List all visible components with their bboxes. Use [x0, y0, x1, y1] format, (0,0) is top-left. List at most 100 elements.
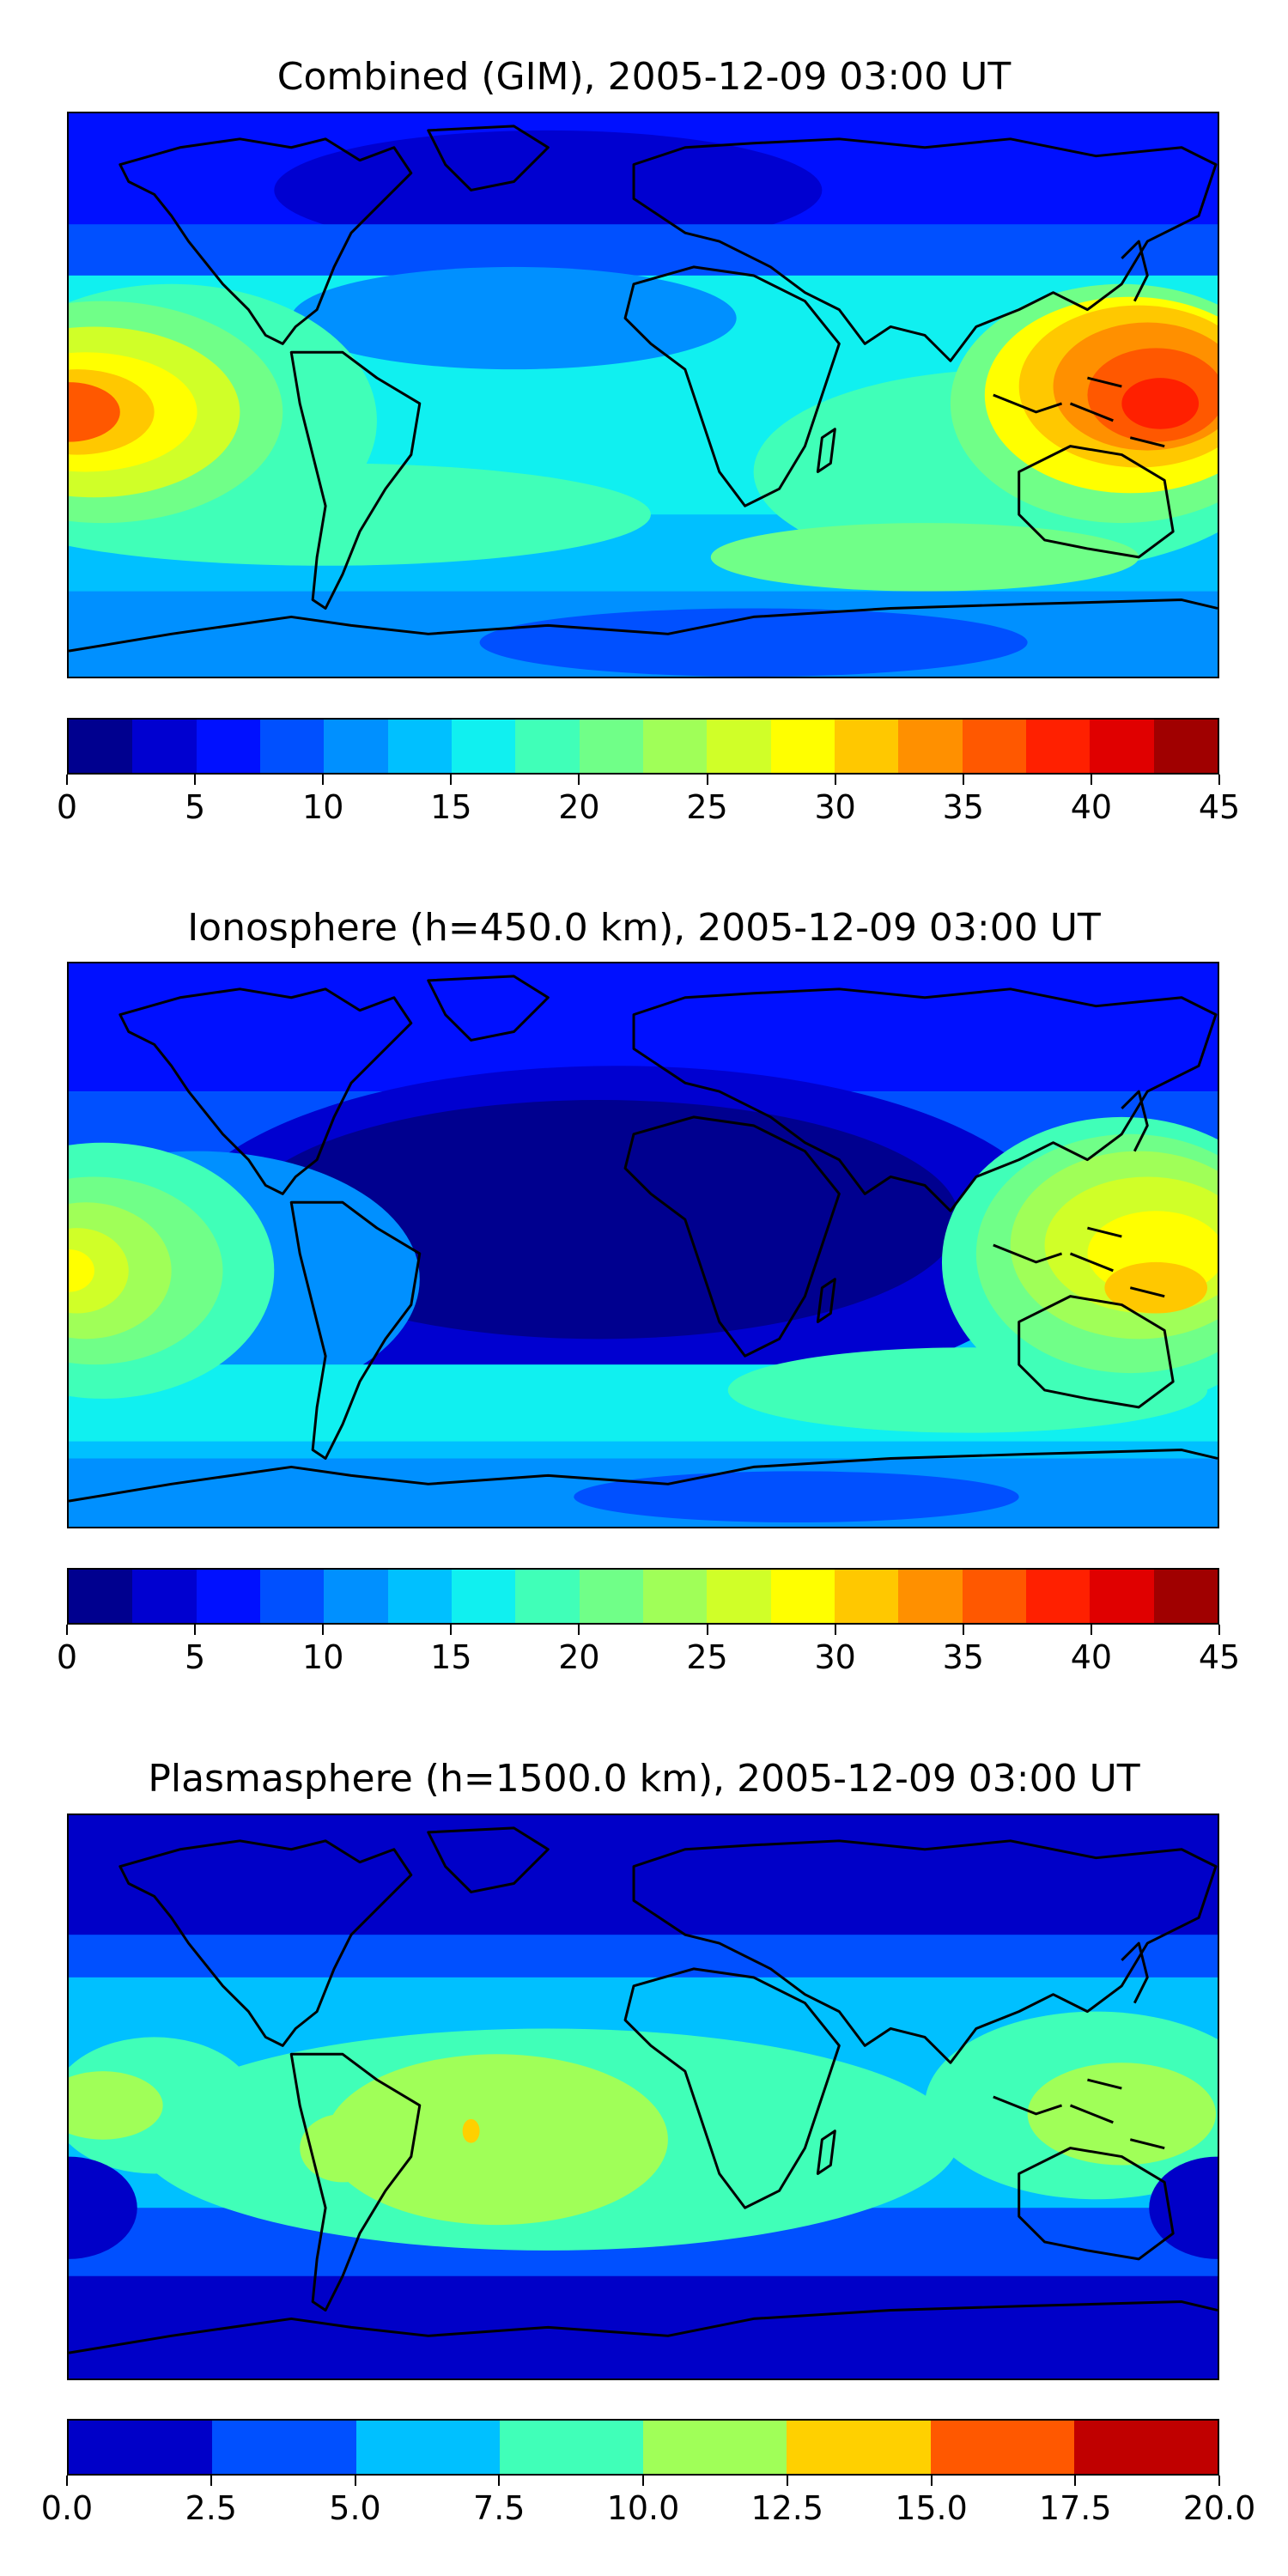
colorbar-tick-mark [194, 1625, 197, 1635]
colorbar-ticks-ionosphere: 0 5 10 15 20 25 30 35 40 45 [57, 1625, 1240, 1676]
panel-title-plasmasphere: Plasmasphere (h=1500.0 km), 2005-12-09 0… [148, 1757, 1140, 1801]
colorbar-tick-mark [962, 775, 964, 785]
colorbar-tick-mark [1218, 2476, 1220, 2486]
colorbar-segment [707, 1570, 771, 1623]
colorbar-segment [834, 1570, 899, 1623]
colorbar-tick-mark [1090, 775, 1092, 785]
colorbar-tick-label: 15 [430, 1638, 472, 1676]
colorbar-tick-label: 10.0 [606, 2489, 680, 2527]
colorbar-segment [1090, 720, 1154, 773]
colorbar-tick-mark [578, 775, 580, 785]
colorbar-tick-label: 10 [302, 788, 344, 826]
colorbar-segment [1153, 1570, 1218, 1623]
colorbar-tick-label: 5 [185, 788, 206, 826]
colorbar-segment [770, 1570, 835, 1623]
colorbar-segment [643, 2421, 787, 2474]
colorbar-tick-label: 10 [302, 1638, 344, 1676]
colorbar-ticks-combined: 0 5 10 15 20 25 30 35 40 45 [57, 775, 1240, 826]
colorbar-tick-label: 0.0 [40, 2489, 94, 2527]
colorbar-tick-mark [962, 1625, 964, 1635]
colorbar-tick-mark [66, 775, 68, 785]
colorbar-tick-label: 15.0 [895, 2489, 968, 2527]
colorbar-tick-mark [1218, 775, 1220, 785]
colorbar-tick-label: 2.5 [185, 2489, 237, 2527]
map-plasmasphere [67, 1814, 1219, 2380]
colorbar-segment [1025, 720, 1091, 773]
colorbar-tick-mark [322, 1625, 325, 1635]
colorbar-tick-mark [786, 2476, 788, 2486]
colorbar-tick-label: 35 [942, 1638, 984, 1676]
colorbar-segment [642, 1570, 708, 1623]
colorbar-segment [898, 720, 963, 773]
colorbar-tick-mark [322, 775, 325, 785]
panel-title-combined: Combined (GIM), 2005-12-09 03:00 UT [276, 55, 1012, 99]
colorbar-segment [770, 720, 835, 773]
map-combined [67, 112, 1219, 678]
colorbar-tick-label: 40 [1070, 1638, 1113, 1676]
colorbar-segment [1073, 2421, 1218, 2474]
colorbar-segment [930, 2421, 1074, 2474]
colorbar-ticks-plasmasphere: 0.0 2.5 5.0 7.5 10.0 12.5 15.0 17.5 20.0 [41, 2476, 1255, 2527]
colorbar-tick-label: 7.5 [473, 2489, 526, 2527]
colorbar-segment [259, 1570, 325, 1623]
colorbar-tick-mark [210, 2476, 212, 2486]
colorbar-tick-mark [194, 775, 197, 785]
colorbar-tick-mark [706, 1625, 708, 1635]
colorbar-tick-label: 17.5 [1038, 2489, 1112, 2527]
colorbar-tick-label: 20 [558, 1638, 600, 1676]
panel-title-ionosphere: Ionosphere (h=450.0 km), 2005-12-09 03:0… [187, 906, 1101, 950]
colorbar-segment [355, 2421, 500, 2474]
colorbar-tick-mark [930, 2476, 933, 2486]
colorbar-segment [196, 720, 260, 773]
colorbar-tick-mark [834, 775, 836, 785]
colorbar-tick-mark [354, 2476, 356, 2486]
colorbar-segment [962, 720, 1026, 773]
colorbar-tick-label: 0 [56, 1638, 78, 1676]
colorbar-tick-label: 45 [1198, 1638, 1241, 1676]
colorbar-tick-label: 30 [814, 1638, 856, 1676]
colorbar-segment [1090, 1570, 1154, 1623]
colorbar-segment [1153, 720, 1218, 773]
colorbar-segment [69, 720, 133, 773]
colorbar-combined [67, 718, 1219, 775]
colorbar-tick-label: 25 [686, 1638, 728, 1676]
colorbar-tick-mark [1218, 1625, 1220, 1635]
colorbar-segment [324, 720, 388, 773]
colorbar-tick-mark [578, 1625, 580, 1635]
colorbar-segment [898, 1570, 963, 1623]
colorbar-segment [1025, 1570, 1091, 1623]
colorbar-segment [787, 2421, 931, 2474]
colorbar-tick-mark [498, 2476, 501, 2486]
colorbar-segment [132, 1570, 197, 1623]
colorbar-tick-mark [834, 1625, 836, 1635]
colorbar-segment [196, 1570, 260, 1623]
colorbar-tick-mark [66, 1625, 68, 1635]
colorbar-tick-mark [450, 1625, 453, 1635]
colorbar-tick-label: 0 [56, 788, 78, 826]
colorbar-ionosphere [67, 1568, 1219, 1625]
colorbar-segment [515, 1570, 580, 1623]
colorbar-tick-label: 5.0 [329, 2489, 381, 2527]
colorbar-tick-mark [66, 2476, 68, 2486]
colorbar-tick-label: 45 [1198, 788, 1241, 826]
colorbar-segment [259, 720, 325, 773]
colorbar-tick-mark [706, 775, 708, 785]
colorbar-plasmasphere [67, 2419, 1219, 2476]
colorbar-segment [132, 720, 197, 773]
colorbar-segment [579, 720, 643, 773]
colorbar-tick-label: 20 [558, 788, 600, 826]
colorbar-tick-label: 30 [814, 788, 856, 826]
colorbar-segment [387, 720, 452, 773]
colorbar-segment [387, 1570, 452, 1623]
colorbar-segment [579, 1570, 643, 1623]
colorbar-segment [451, 1570, 516, 1623]
colorbar-tick-mark [1074, 2476, 1077, 2486]
colorbar-segment [707, 720, 771, 773]
colorbar-tick-label: 35 [942, 788, 984, 826]
colorbar-tick-mark [1090, 1625, 1092, 1635]
colorbar-segment [69, 1570, 133, 1623]
colorbar-tick-mark [450, 775, 453, 785]
colorbar-tick-label: 15 [430, 788, 472, 826]
colorbar-segment [499, 2421, 643, 2474]
colorbar-tick-label: 40 [1070, 788, 1113, 826]
